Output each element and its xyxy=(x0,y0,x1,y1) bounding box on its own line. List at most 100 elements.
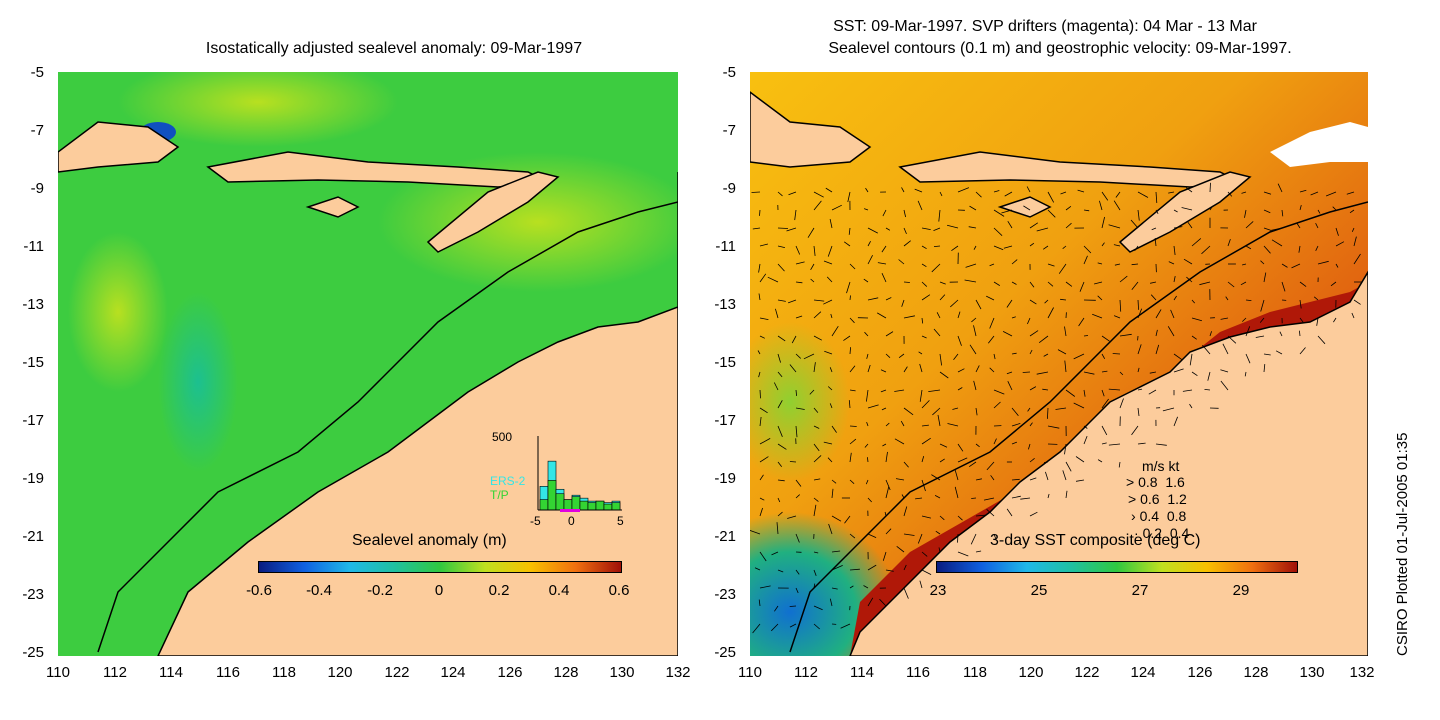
velocity-vector xyxy=(1029,422,1033,427)
right-xtick: 116 xyxy=(906,664,930,681)
velocity-vector xyxy=(1315,223,1319,229)
velocity-vector xyxy=(921,294,931,301)
velocity-vector xyxy=(1108,388,1121,391)
velocity-vector xyxy=(881,407,887,411)
velocity-vector xyxy=(791,335,797,344)
sla-colorbar-tick: -0.4 xyxy=(306,582,332,599)
velocity-vector xyxy=(1044,299,1049,304)
velocity-vector xyxy=(810,263,815,271)
velocity-vector xyxy=(1062,470,1067,481)
velocity-vector xyxy=(1099,200,1103,211)
velocity-vector xyxy=(1332,206,1337,211)
velocity-vector xyxy=(1119,299,1122,312)
velocity-vector xyxy=(896,545,905,553)
velocity-vector xyxy=(1065,490,1068,499)
velocity-vector xyxy=(1047,493,1050,499)
velocity-vector xyxy=(775,308,779,319)
velocity-vector xyxy=(1244,209,1247,218)
left-xtick: 128 xyxy=(553,664,579,681)
velocity-vector xyxy=(895,478,905,481)
velocity-vector xyxy=(813,551,819,554)
timor-island xyxy=(1118,171,1252,253)
velocity-vector xyxy=(921,479,926,492)
sla-colorbar-title: Sealevel anomaly (m) xyxy=(352,532,507,549)
velocity-vector xyxy=(1065,205,1072,211)
velocity-vector xyxy=(867,255,873,265)
velocity-vector xyxy=(947,224,959,229)
velocity-vector xyxy=(957,551,969,557)
right-ytick: -11 xyxy=(715,238,736,255)
velocity-vector xyxy=(813,497,819,502)
sst-colorbar-tick: 23 xyxy=(929,582,947,599)
velocity-vector xyxy=(921,437,931,445)
velocity-vector xyxy=(1075,479,1085,482)
velocity-vector xyxy=(1042,388,1049,391)
velocity-vector xyxy=(1335,241,1345,247)
velocity-vector xyxy=(1043,353,1049,357)
velocity-vector xyxy=(1101,191,1109,201)
velocity-vector xyxy=(993,389,1005,395)
velocity-vector xyxy=(774,605,779,612)
velocity-vector xyxy=(1011,259,1018,265)
velocity-vector xyxy=(864,331,869,337)
velocity-vector xyxy=(849,389,856,392)
velocity-vector xyxy=(758,263,761,273)
velocity-vector xyxy=(1209,182,1211,193)
velocity-vector xyxy=(1058,263,1067,274)
velocity-vector xyxy=(848,400,851,409)
velocity-vector xyxy=(1113,244,1121,247)
velocity-vector xyxy=(1119,371,1124,376)
velocity-vector xyxy=(829,367,833,373)
velocity-vector xyxy=(1242,263,1247,266)
velocity-ms: 0.6 xyxy=(1140,491,1160,507)
velocity-vector xyxy=(882,551,887,561)
velocity-vector xyxy=(777,335,786,342)
velocity-vector xyxy=(1316,317,1319,326)
velocity-vector xyxy=(937,414,941,427)
velocity-vector xyxy=(1299,347,1306,355)
velocity-vector xyxy=(989,367,995,373)
velocity-vector xyxy=(830,313,833,319)
velocity-vector xyxy=(885,486,890,499)
velocity-vector xyxy=(1101,442,1107,445)
velocity-vector xyxy=(845,551,851,557)
right-xtick: 124 xyxy=(1130,664,1156,681)
sla-colorbar-tick: 0.6 xyxy=(608,582,630,599)
left-xtick: 118 xyxy=(272,664,296,681)
velocity-vector xyxy=(1155,191,1158,204)
velocity-vector xyxy=(919,389,923,402)
velocity-vector xyxy=(813,191,824,198)
velocity-vector xyxy=(758,293,761,301)
velocity-vector xyxy=(986,509,995,517)
velocity-vector xyxy=(1137,442,1146,445)
velocity-vector xyxy=(1023,205,1031,211)
velocity-vector xyxy=(823,299,833,305)
right-xtick: 132 xyxy=(1349,664,1375,681)
velocity-vector xyxy=(1191,317,1203,322)
velocity-vector xyxy=(1047,191,1055,203)
right-xtick: 120 xyxy=(1018,664,1044,681)
velocity-vector xyxy=(1134,245,1139,252)
velocity-vector xyxy=(1335,263,1339,268)
velocity-vector xyxy=(777,569,784,573)
histogram-bar-tp xyxy=(563,499,573,511)
velocity-vector xyxy=(813,569,817,576)
velocity-vector xyxy=(1029,349,1033,355)
velocity-vector xyxy=(867,597,874,607)
velocity-vector xyxy=(759,335,765,339)
velocity-vector xyxy=(1167,326,1175,337)
velocity-vector xyxy=(931,474,941,481)
velocity-vector xyxy=(1202,344,1211,355)
velocity-vector xyxy=(885,479,891,491)
velocity-vector xyxy=(1137,407,1140,417)
left-ytick: -11 xyxy=(23,238,44,255)
velocity-vector xyxy=(1011,281,1017,285)
velocity-vector xyxy=(921,317,924,324)
velocity-vector xyxy=(971,497,977,499)
velocity-vector xyxy=(1101,216,1105,229)
right-ytick: -13 xyxy=(714,296,736,313)
velocity-vector xyxy=(1137,299,1139,310)
velocity-vector xyxy=(1189,403,1193,409)
velocity-vector xyxy=(807,227,815,238)
velocity-vector xyxy=(931,263,941,273)
